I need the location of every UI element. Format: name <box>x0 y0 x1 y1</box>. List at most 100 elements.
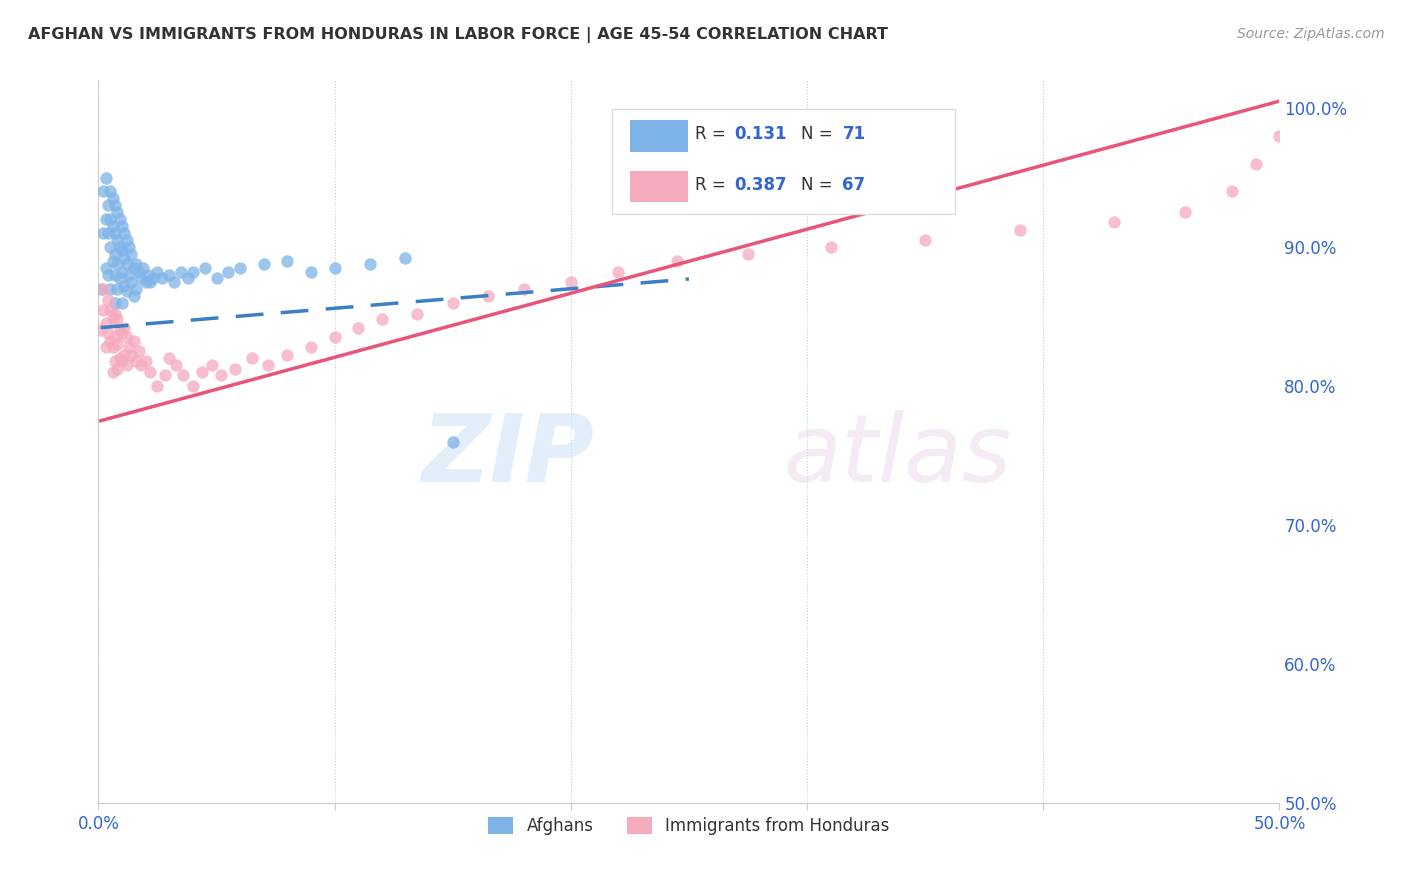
Point <box>276 253 298 268</box>
Point <box>125 282 148 296</box>
Point <box>1220 185 1243 199</box>
Point <box>205 270 228 285</box>
FancyBboxPatch shape <box>612 109 955 214</box>
Point <box>104 226 127 240</box>
Point <box>146 265 169 279</box>
Point <box>98 302 121 317</box>
Point <box>98 185 121 199</box>
Point <box>104 268 127 282</box>
Point <box>323 330 346 344</box>
Text: Source: ZipAtlas.com: Source: ZipAtlas.com <box>1237 27 1385 41</box>
Point <box>101 191 124 205</box>
Point <box>105 282 128 296</box>
Point <box>118 240 141 254</box>
Point <box>111 295 134 310</box>
Point <box>94 212 117 227</box>
Point <box>477 288 499 302</box>
Point <box>108 351 131 366</box>
Point <box>135 354 157 368</box>
Point <box>111 326 134 341</box>
Text: 67: 67 <box>842 176 866 194</box>
Point <box>1008 223 1031 237</box>
Point <box>122 334 145 349</box>
Text: R =: R = <box>695 126 725 144</box>
Point <box>111 354 134 368</box>
Point <box>128 344 150 359</box>
Point <box>121 247 143 261</box>
Point <box>1102 215 1125 229</box>
Point <box>122 260 145 275</box>
Point <box>512 282 534 296</box>
Point <box>105 205 128 219</box>
Point <box>666 253 689 268</box>
Point <box>406 307 429 321</box>
Point <box>347 320 370 334</box>
Point <box>101 340 124 354</box>
Point <box>157 351 180 366</box>
Point <box>115 358 138 372</box>
Point <box>125 257 148 271</box>
Point <box>209 368 232 382</box>
Point <box>142 270 165 285</box>
Point <box>112 251 135 265</box>
Point <box>139 275 162 289</box>
Point <box>112 348 135 362</box>
Point <box>112 279 135 293</box>
Text: ZIP: ZIP <box>422 410 595 502</box>
Point <box>98 212 121 227</box>
Point <box>122 288 145 302</box>
Point <box>94 317 117 331</box>
Point <box>105 362 128 376</box>
Point <box>108 212 131 227</box>
Point <box>177 270 200 285</box>
Point <box>97 326 120 341</box>
Point <box>276 348 298 362</box>
Point <box>104 198 127 212</box>
Point <box>172 368 194 382</box>
Point <box>441 295 464 310</box>
Point <box>201 358 224 372</box>
Point <box>560 275 582 289</box>
Point <box>101 312 124 326</box>
Text: R =: R = <box>695 176 725 194</box>
Point <box>91 282 114 296</box>
Point <box>105 233 128 247</box>
Point <box>128 265 150 279</box>
Point <box>91 302 114 317</box>
Point <box>121 275 143 289</box>
Point <box>112 320 135 334</box>
Point <box>104 307 127 321</box>
Point <box>181 265 204 279</box>
Point <box>150 270 173 285</box>
Point <box>323 260 346 275</box>
Text: 71: 71 <box>842 126 866 144</box>
Point <box>170 265 193 279</box>
Point <box>181 379 204 393</box>
Point <box>104 330 127 344</box>
Point <box>115 330 138 344</box>
Point <box>111 265 134 279</box>
Point <box>97 198 120 212</box>
Point <box>115 257 138 271</box>
Point <box>217 265 239 279</box>
Point <box>104 247 127 261</box>
Point <box>139 365 162 379</box>
Point <box>299 265 322 279</box>
Point <box>191 365 214 379</box>
Point <box>146 379 169 393</box>
Point <box>129 358 152 372</box>
Point <box>607 265 630 279</box>
Y-axis label: In Labor Force | Age 45-54: In Labor Force | Age 45-54 <box>0 332 8 551</box>
Point <box>194 260 217 275</box>
Point <box>157 268 180 282</box>
Point <box>257 358 280 372</box>
Point <box>1244 156 1267 170</box>
Point <box>98 334 121 349</box>
Text: 0.387: 0.387 <box>734 176 786 194</box>
Point <box>224 362 246 376</box>
Point <box>135 275 157 289</box>
Point <box>112 226 135 240</box>
Point <box>132 260 155 275</box>
Point <box>118 268 141 282</box>
Point <box>737 247 759 261</box>
